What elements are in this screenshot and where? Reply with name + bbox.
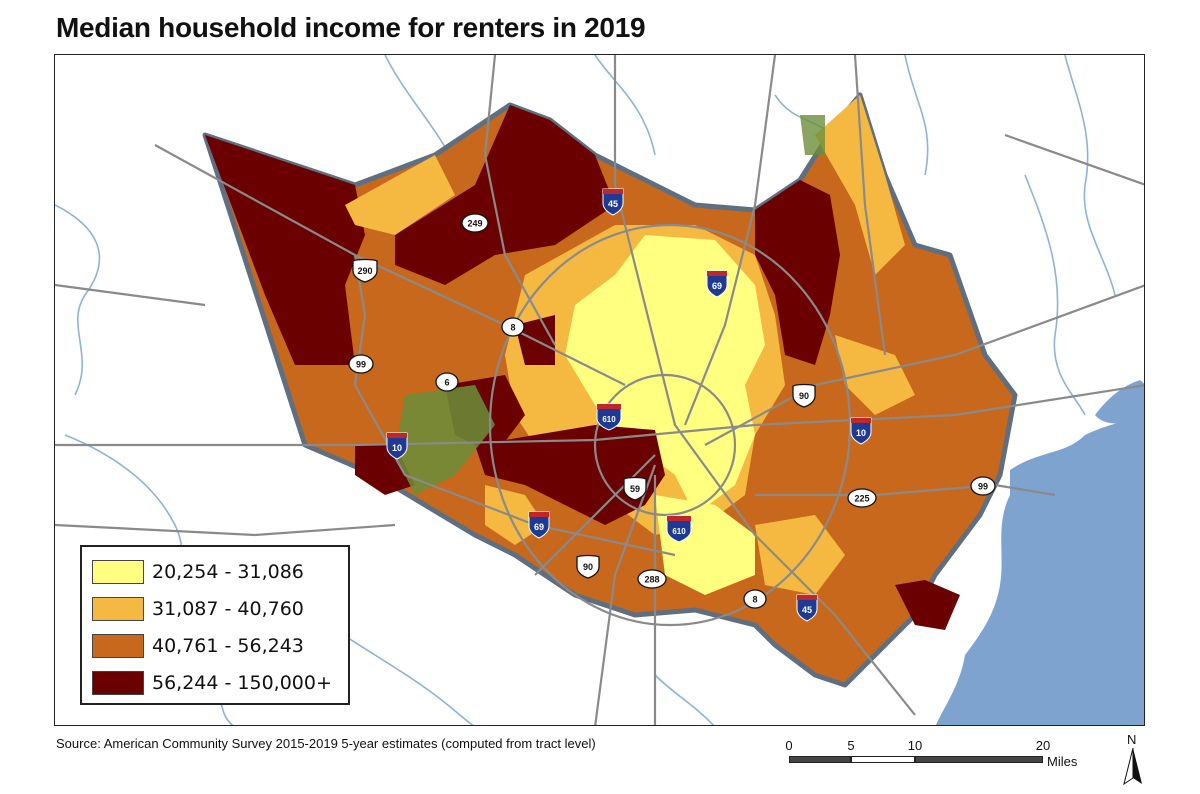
us-59-shield: 59 (623, 476, 647, 501)
sh-8-north-shield: 8 (501, 317, 525, 337)
galveston-bay (935, 415, 1144, 725)
svg-text:69: 69 (712, 281, 722, 291)
sh-6-shield: 6 (435, 372, 459, 392)
us-290-shield: 290 (352, 258, 378, 283)
svg-text:45: 45 (802, 605, 812, 615)
svg-text:290: 290 (357, 266, 372, 276)
svg-text:69: 69 (534, 522, 544, 532)
north-arrow-icon (1123, 748, 1142, 786)
highway-shields: 45 69 610 10 10 (348, 188, 996, 622)
svg-text:249: 249 (467, 219, 482, 229)
legend-swatch (92, 670, 144, 695)
legend-item: 20,254 - 31,086 (92, 553, 338, 590)
tract-ne-light (815, 95, 905, 275)
svg-text:45: 45 (608, 199, 618, 209)
svg-text:10: 10 (392, 443, 402, 453)
tract-e-light (835, 335, 915, 415)
sh-225-shield: 225 (847, 488, 877, 508)
interstate-610-west-shield: 610 (596, 403, 622, 431)
sh-8-south-shield: 8 (743, 589, 767, 609)
svg-text:288: 288 (644, 575, 659, 585)
interstate-45-south-shield: 45 (796, 594, 818, 622)
us-90-south-shield: 90 (576, 554, 600, 579)
us-90-east-shield: 90 (792, 383, 816, 408)
tract-se-dark (895, 580, 960, 630)
legend-swatch (92, 633, 144, 658)
svg-text:10: 10 (856, 428, 866, 438)
interstate-69-south-shield: 69 (528, 511, 550, 539)
sh-99-west-shield: 99 (348, 354, 374, 374)
scale-segment (915, 756, 1043, 763)
bay-inlet (1095, 380, 1144, 424)
svg-text:6: 6 (444, 378, 449, 388)
tract-n-dark (395, 105, 615, 285)
map-title: Median household income for renters in 2… (56, 12, 646, 43)
sh-99-east-shield: 99 (970, 476, 996, 496)
legend-swatch (92, 559, 144, 584)
scale-segment (851, 756, 915, 763)
svg-text:8: 8 (752, 595, 757, 605)
interstate-45-north-shield: 45 (602, 188, 624, 216)
roads (55, 55, 1144, 725)
legend-item: 31,087 - 40,760 (92, 590, 338, 627)
svg-text:225: 225 (854, 494, 869, 504)
park-area-ne (800, 115, 825, 155)
scale-tick-label: 0 (785, 738, 793, 753)
scale-units: Miles (1047, 754, 1078, 769)
interstate-610-south-shield: 610 (666, 515, 692, 543)
legend-label: 20,254 - 31,086 (152, 560, 304, 583)
scale-tick-label: 5 (847, 738, 855, 753)
svg-text:90: 90 (799, 391, 809, 401)
tract-galleria-dark (475, 425, 665, 525)
north-arrow: N (1122, 732, 1144, 788)
scale-tick-label: 20 (1035, 738, 1051, 753)
map-legend: 20,254 - 31,086 31,087 - 40,760 40,761 -… (80, 545, 350, 705)
tract-nw-dark (205, 135, 365, 365)
tract-ne-dark (755, 180, 840, 365)
scale-tick-label: 10 (907, 738, 923, 753)
interstate-10-west-shield: 10 (386, 432, 408, 460)
sh-249-shield: 249 (461, 213, 489, 233)
sh-288-shield: 288 (637, 569, 667, 589)
map-canvas: 45 69 610 10 10 (55, 55, 1144, 725)
interstate-10-east-shield: 10 (850, 417, 872, 445)
harris-county (202, 92, 1018, 688)
svg-text:59: 59 (630, 484, 640, 494)
legend-label: 40,761 - 56,243 (152, 634, 304, 657)
north-label: N (1127, 732, 1137, 747)
legend-item: 56,244 - 150,000+ (92, 664, 338, 701)
interstate-69-north-shield: 69 (706, 270, 728, 298)
svg-text:90: 90 (583, 562, 593, 572)
scale-segment (789, 756, 851, 763)
svg-text:610: 610 (672, 527, 686, 536)
park-area-west (395, 385, 495, 495)
legend-item: 40,761 - 56,243 (92, 627, 338, 664)
source-note: Source: American Community Survey 2015-2… (56, 736, 596, 751)
svg-text:99: 99 (978, 482, 988, 492)
tract-n-light (345, 155, 455, 235)
legend-label: 56,244 - 150,000+ (152, 671, 332, 694)
scale-bar: 0 5 10 20 Miles (785, 738, 1085, 778)
svg-text:99: 99 (356, 360, 366, 370)
legend-label: 31,087 - 40,760 (152, 597, 304, 620)
svg-text:610: 610 (602, 415, 616, 424)
legend-swatch (92, 596, 144, 621)
tract-s-light (755, 515, 845, 595)
svg-text:8: 8 (510, 323, 515, 333)
